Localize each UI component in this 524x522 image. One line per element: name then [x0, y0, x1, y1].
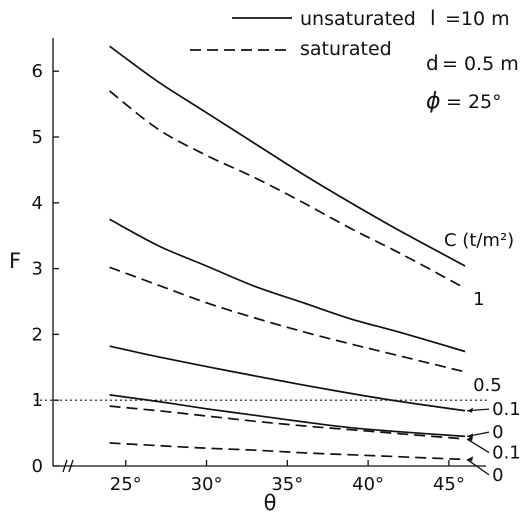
axis-break-mark — [62, 459, 74, 473]
curve-label-6: 0 — [492, 465, 503, 486]
x-ticks: 25° 30° 35° 40° 45° — [110, 460, 465, 495]
curve-labels: 10.50.100.10 — [466, 289, 521, 486]
param-l-value: =10 m — [445, 8, 510, 30]
series-line-8-dashed-c0 — [109, 442, 466, 461]
series-line-2-dashed-c1 — [109, 90, 466, 290]
param-phi-symbol: ϕ — [426, 89, 441, 114]
x-tick-label-35: 35° — [271, 474, 303, 495]
y-tick-label-3: 3 — [32, 259, 43, 280]
curve-label-arrowhead-3 — [467, 407, 474, 413]
c-parameter-header: C (t/m²) — [444, 230, 514, 251]
y-tick-label-2: 2 — [32, 324, 43, 345]
axes: 25° 30° 35° 40° 45° 0 1 2 3 4 5 6 θ F — [9, 38, 486, 515]
x-tick-label-45: 45° — [433, 474, 465, 495]
legend: unsaturated saturated — [190, 8, 416, 60]
curve-label-arrowhead-6 — [467, 456, 474, 462]
x-tick-label-25: 25° — [110, 474, 142, 495]
y-tick-label-0: 0 — [32, 456, 43, 477]
curve-label-1: 1 — [473, 289, 484, 310]
curve-label-2: 0.5 — [473, 375, 502, 396]
curve-label-arrowhead-5 — [467, 436, 474, 442]
y-ticks: 0 1 2 3 4 5 6 — [32, 61, 59, 477]
param-d-symbol: d — [426, 51, 439, 75]
curve-label-3: 0.1 — [492, 399, 521, 420]
series-line-6-solid-c0 — [109, 394, 466, 438]
series-line-5-solid-c0.1 — [109, 345, 466, 412]
series-line-3-solid-c0.5 — [109, 218, 466, 353]
curve-label-5: 0.1 — [492, 443, 521, 464]
series-line-7-dashed-c0.1 — [109, 405, 466, 440]
curve-label-4: 0 — [492, 422, 503, 443]
x-tick-label-30: 30° — [191, 474, 223, 495]
param-l-symbol: l — [430, 6, 436, 30]
curve-label-leader-6 — [466, 458, 490, 476]
parameter-block: l =10 m d = 0.5 m ϕ = 25° C (t/m²) — [426, 6, 519, 251]
y-tick-label-1: 1 — [32, 390, 43, 411]
curve-label-leader-5 — [466, 438, 490, 454]
x-axis-title: θ — [264, 491, 277, 515]
legend-label-saturated: saturated — [300, 38, 392, 60]
y-axis-title: F — [9, 249, 21, 273]
y-tick-label-5: 5 — [32, 127, 43, 148]
series-line-1-solid-c1 — [109, 45, 466, 267]
param-phi-value: = 25° — [446, 91, 502, 113]
series-layer — [109, 45, 466, 461]
series-line-4-dashed-c0.5 — [109, 266, 466, 373]
legend-label-unsaturated: unsaturated — [300, 8, 416, 30]
param-d-value: = 0.5 m — [442, 53, 519, 75]
x-tick-label-40: 40° — [352, 474, 384, 495]
y-tick-label-6: 6 — [32, 61, 43, 82]
y-tick-label-4: 4 — [32, 193, 43, 214]
